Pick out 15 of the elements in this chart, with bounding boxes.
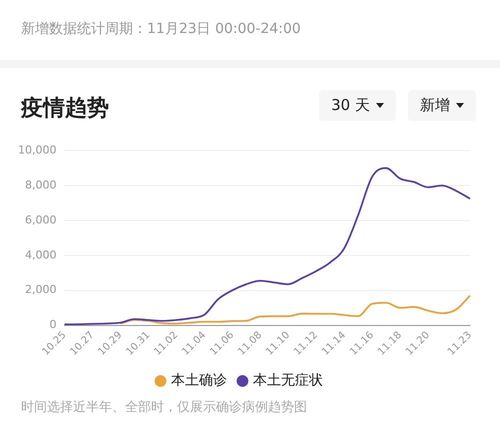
- text: 新增: [420, 96, 450, 114]
- legend-label: 本土无症状: [253, 372, 323, 389]
- line-series: [64, 167, 471, 326]
- y-tick-label: 6,000: [24, 213, 56, 226]
- legend-label: 本土确诊: [171, 372, 227, 389]
- y-tick-label: 8,000: [24, 178, 56, 192]
- chart-subtitle: 新增数据统计周期：11月23日 00:00-24:00: [21, 20, 301, 38]
- y-tick-label: 0: [49, 318, 56, 332]
- chart-title: 疫情趋势: [21, 95, 109, 123]
- line-series: [120, 294, 471, 324]
- text: 时间选择近半年、全部时，仅展示确诊病例趋势图: [21, 399, 307, 416]
- text: 30 天: [331, 96, 370, 114]
- y-tick-label: 4,000: [24, 248, 56, 262]
- y-tick-label: 10,000: [18, 143, 56, 156]
- y-tick-label: 2,000: [24, 283, 56, 296]
